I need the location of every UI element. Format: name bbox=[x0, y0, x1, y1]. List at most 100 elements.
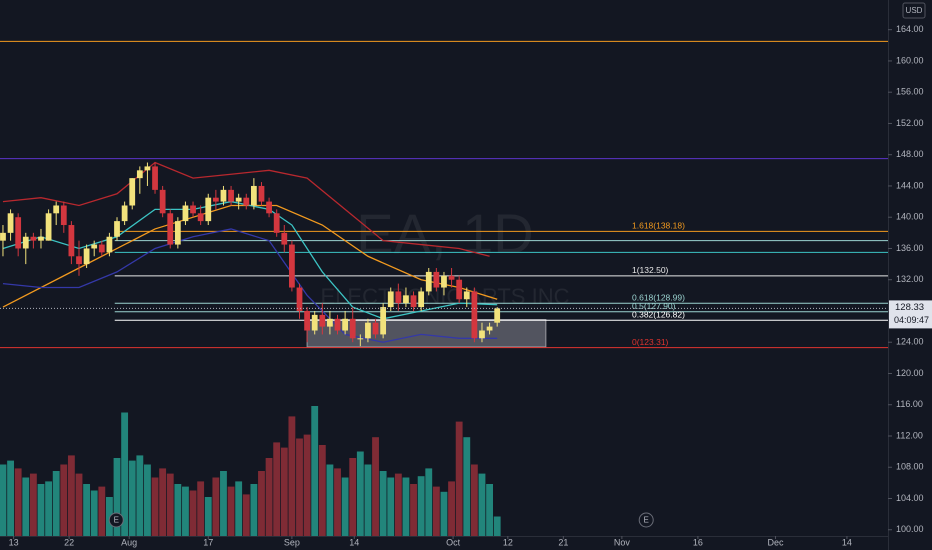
x-tick-label: Sep bbox=[284, 537, 300, 547]
volume-bar bbox=[273, 442, 281, 536]
candle-body bbox=[38, 236, 44, 241]
earnings-label: E bbox=[644, 516, 649, 525]
indicator-line bbox=[2, 161, 490, 257]
volume-bar bbox=[159, 468, 167, 536]
y-tick-label: 116.00 bbox=[896, 399, 923, 409]
volume-bar bbox=[440, 491, 448, 536]
last-price-box bbox=[889, 300, 932, 329]
y-tick-label: 108.00 bbox=[896, 462, 924, 472]
volume-bar bbox=[182, 486, 189, 536]
candle-body bbox=[281, 232, 288, 245]
x-tick-label: 21 bbox=[558, 537, 568, 547]
candle-body bbox=[144, 166, 151, 171]
volume-bar bbox=[417, 476, 425, 536]
volume-bar bbox=[486, 484, 494, 536]
candle-body bbox=[365, 322, 371, 339]
candle-body bbox=[30, 236, 37, 241]
volume-bar bbox=[326, 464, 334, 536]
volume-bar bbox=[121, 412, 129, 536]
candle-body bbox=[289, 244, 295, 288]
volume-bar bbox=[288, 416, 296, 536]
y-tick-label: 104.00 bbox=[896, 493, 924, 503]
volume-bar bbox=[7, 460, 14, 536]
candle-body bbox=[403, 295, 409, 304]
x-tick-label: 14 bbox=[349, 537, 359, 547]
candle-body bbox=[228, 189, 234, 202]
y-tick-label: 100.00 bbox=[896, 524, 924, 534]
candle-body bbox=[387, 291, 394, 308]
y-tick-label: 124.00 bbox=[896, 337, 924, 347]
volume-bar bbox=[463, 437, 471, 536]
candle-body bbox=[410, 295, 417, 308]
level-label: 0.618(128.99) bbox=[632, 292, 685, 302]
candle-body bbox=[121, 205, 128, 222]
level-label: 1(132.50) bbox=[632, 265, 669, 275]
volume-bar bbox=[242, 494, 250, 536]
candle-body bbox=[395, 291, 402, 304]
candle-body bbox=[494, 308, 501, 323]
volume-bar bbox=[45, 481, 53, 536]
earnings-label: E bbox=[114, 516, 119, 525]
name-watermark: ELECTRONIC ARTS INC bbox=[321, 284, 570, 309]
candle-body bbox=[418, 291, 425, 308]
candle-body bbox=[250, 185, 257, 206]
candle-body bbox=[243, 197, 250, 206]
y-tick-label: 164.00 bbox=[896, 24, 924, 34]
earnings-marker bbox=[108, 512, 124, 528]
volume-bar bbox=[60, 464, 68, 536]
candle-body bbox=[114, 221, 120, 237]
y-tick-label: 120.00 bbox=[896, 368, 924, 378]
x-tick-label: Nov bbox=[614, 537, 631, 547]
candle-body bbox=[486, 326, 493, 331]
volume-bar bbox=[52, 471, 60, 536]
candle-body bbox=[76, 256, 82, 265]
volume-bar bbox=[349, 458, 357, 536]
volume-bar bbox=[212, 477, 220, 536]
volume-bar bbox=[29, 473, 37, 536]
x-tick-label: 16 bbox=[693, 537, 703, 547]
volume-bar bbox=[478, 473, 486, 536]
x-tick-label: Oct bbox=[446, 537, 461, 547]
candle-body bbox=[463, 291, 470, 300]
countdown: 04:09:47 bbox=[894, 315, 929, 325]
volume-bar bbox=[144, 464, 151, 536]
indicator-line bbox=[2, 228, 498, 343]
y-tick-label: 160.00 bbox=[896, 55, 924, 65]
volume-bar bbox=[364, 464, 372, 536]
candle-body bbox=[456, 279, 463, 300]
candle-body bbox=[342, 318, 349, 331]
y-tick-label: 148.00 bbox=[896, 149, 924, 159]
currency-box bbox=[902, 2, 926, 19]
volume-bar bbox=[265, 458, 273, 536]
volume-bar bbox=[425, 468, 433, 536]
x-tick-label: Dec bbox=[767, 537, 784, 547]
volume-bar bbox=[151, 477, 159, 536]
candle-body bbox=[15, 217, 22, 249]
volume-bar bbox=[75, 473, 83, 536]
volume-bar bbox=[296, 438, 303, 536]
candle-body bbox=[266, 201, 272, 214]
volume-bar bbox=[470, 464, 478, 536]
volume-bar bbox=[493, 516, 501, 536]
symbol-watermark: EA, 1D bbox=[356, 202, 533, 265]
candle-body bbox=[182, 205, 189, 222]
candle-body bbox=[372, 322, 379, 335]
volume-bar bbox=[280, 447, 288, 536]
volume-bar bbox=[220, 471, 227, 536]
candle-body bbox=[319, 314, 326, 327]
level-label: 1.618(138.18) bbox=[632, 221, 685, 231]
volume-bar bbox=[0, 464, 7, 536]
candle-body bbox=[380, 307, 387, 335]
volume-bar bbox=[14, 468, 22, 536]
candle-body bbox=[197, 213, 204, 222]
candle-body bbox=[304, 310, 310, 331]
volume-bar bbox=[189, 490, 197, 536]
candle-body bbox=[273, 213, 280, 233]
candle-body bbox=[68, 225, 75, 257]
y-tick-label: 156.00 bbox=[896, 87, 924, 97]
candle-body bbox=[258, 185, 265, 202]
volume-bar bbox=[166, 473, 174, 536]
candle-body bbox=[174, 221, 181, 245]
candle-body bbox=[448, 275, 455, 280]
